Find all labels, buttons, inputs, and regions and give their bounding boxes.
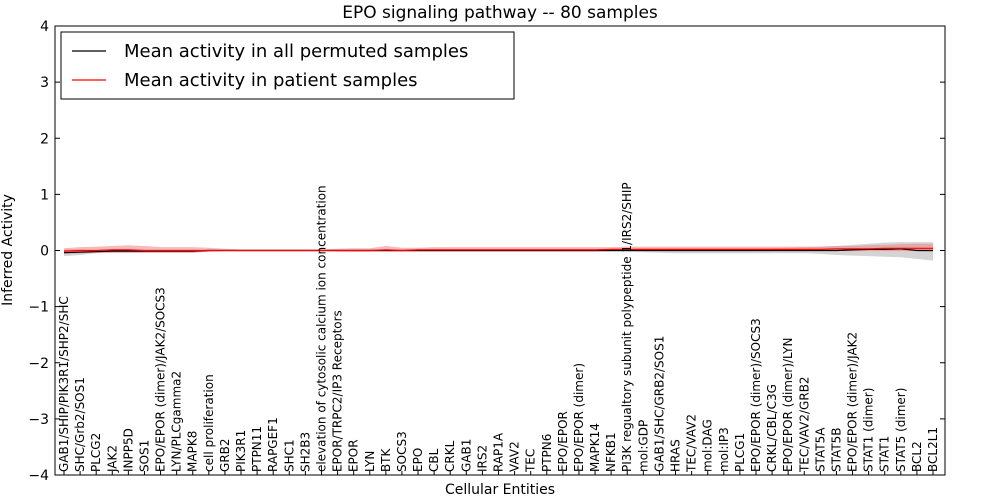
y-axis-label: Inferred Activity xyxy=(0,194,16,306)
x-axis-label: Cellular Entities xyxy=(445,482,555,498)
y-tick-label: 3 xyxy=(40,75,49,91)
y-tick-label: −4 xyxy=(28,468,49,484)
x-tick-label: elevation of cytosolic calcium ion conce… xyxy=(315,185,329,472)
x-tick-label: SH2B3 xyxy=(298,432,312,472)
x-tick-label: MAPK14 xyxy=(588,423,602,472)
y-tick-label: −3 xyxy=(28,412,49,428)
x-tick-label: EPO/EPOR (dimer) xyxy=(572,363,586,472)
x-tick-label: STAT5B xyxy=(829,427,843,472)
x-tick-label: BTK xyxy=(379,447,393,472)
x-tick-label: LYN xyxy=(363,451,377,472)
x-tick-label: PLCG1 xyxy=(733,433,747,472)
x-tick-label: EPO/EPOR (dimer)/JAK2 xyxy=(846,332,860,472)
x-tick-label: JAK2 xyxy=(105,445,119,473)
x-tick-label: EPOR xyxy=(347,439,361,472)
legend-box xyxy=(60,31,515,100)
x-tick-label: PLCG2 xyxy=(89,433,103,472)
x-tick-label: STAT1 xyxy=(878,436,892,472)
series-lines xyxy=(63,247,933,254)
y-tick-label: −2 xyxy=(28,356,49,372)
x-tick-label: CRKL xyxy=(443,440,457,472)
x-tick-label: cell proliferation xyxy=(202,374,216,472)
y-axis-ticks: −4 −3 −2 −1 0 1 2 3 4 xyxy=(28,19,945,484)
x-tick-label: GRB2 xyxy=(218,438,232,472)
x-tick-label: EPO/EPOR (dimer)/LYN xyxy=(781,338,795,472)
x-tick-label: EPO/EPOR xyxy=(556,411,570,472)
x-tick-label: EPOR/TRPC2/IP3 Receptors xyxy=(331,310,345,472)
x-tick-label: EPO/EPOR (dimer)/JAK2/SOCS3 xyxy=(154,287,168,472)
x-tick-label: TEC xyxy=(524,449,538,473)
x-tick-label: mol:IP3 xyxy=(717,427,731,472)
x-tick-label: INPP5D xyxy=(121,428,135,472)
x-tick-label: PI3K regualtory subunit polypeptide 1/IR… xyxy=(620,182,634,472)
x-tick-label: CBL xyxy=(427,448,441,472)
x-tick-label: PTPN6 xyxy=(540,434,554,472)
x-tick-label: RAP1A xyxy=(492,432,506,472)
x-tick-label: PTPN11 xyxy=(250,426,264,472)
y-tick-label: 2 xyxy=(40,131,49,147)
x-tick-label: GAB1/SHIP/PIK3R1/SHP2/SHC xyxy=(57,296,71,472)
y-tick-label: 4 xyxy=(40,19,49,35)
y-tick-label: 0 xyxy=(40,244,49,260)
y-tick-label: 1 xyxy=(40,187,49,203)
confidence-bands xyxy=(64,242,933,261)
x-tick-label: SOS1 xyxy=(138,440,152,472)
category-labels: GAB1/SHIP/PIK3R1/SHP2/SHC SHC/Grb2/SOS1 PL… xyxy=(57,182,940,473)
x-tick-label: mol:DAG xyxy=(701,419,715,472)
legend-label-2: Mean activity in patient samples xyxy=(124,70,418,91)
series-2-band xyxy=(64,243,933,254)
x-tick-label: IRS2 xyxy=(475,445,489,472)
chart-title: EPO signaling pathway -- 80 samples xyxy=(342,3,658,23)
x-tick-label: GAB1 xyxy=(459,439,473,472)
x-tick-label: TEC/VAV2 xyxy=(685,414,699,473)
y-tick-label: −1 xyxy=(28,300,49,316)
x-tick-label: CRKL/CBL/C3G xyxy=(765,384,779,472)
x-tick-label: TEC/VAV2/GRB2 xyxy=(797,376,811,473)
x-tick-label: STAT5 (dimer) xyxy=(894,388,908,472)
x-tick-label: MAPK8 xyxy=(186,431,200,472)
x-tick-label: EPO/EPOR (dimer)/SOCS3 xyxy=(749,318,763,472)
x-tick-label: SHC/Grb2/SOS1 xyxy=(73,377,87,472)
x-tick-label: VAV2 xyxy=(508,441,522,472)
x-tick-label: PIK3R1 xyxy=(234,430,248,472)
x-tick-label: STAT1 (dimer) xyxy=(862,388,876,472)
x-tick-label: BCL2L1 xyxy=(926,427,940,472)
x-tick-label: SHC1 xyxy=(282,439,296,472)
x-tick-label: BCL2 xyxy=(910,441,924,472)
x-tick-label: SOCS3 xyxy=(395,431,409,472)
x-tick-label: EPO xyxy=(411,448,425,472)
x-tick-label: GAB1/SHC/GRB2/SOS1 xyxy=(652,336,666,472)
series-2-line xyxy=(63,247,933,252)
x-tick-label: STAT5A xyxy=(813,427,827,472)
x-tick-label: mol:GDP xyxy=(636,420,650,472)
legend: Mean activity in all permuted samples Mea… xyxy=(60,31,515,100)
x-tick-label: NFKB1 xyxy=(604,432,618,472)
x-tick-label: RAPGEF1 xyxy=(266,417,280,472)
legend-label-1: Mean activity in all permuted samples xyxy=(124,41,468,62)
x-tick-label: HRAS xyxy=(669,439,683,472)
x-axis-ticks xyxy=(63,471,934,475)
x-tick-label: LYN/PLCgamma2 xyxy=(170,371,184,472)
